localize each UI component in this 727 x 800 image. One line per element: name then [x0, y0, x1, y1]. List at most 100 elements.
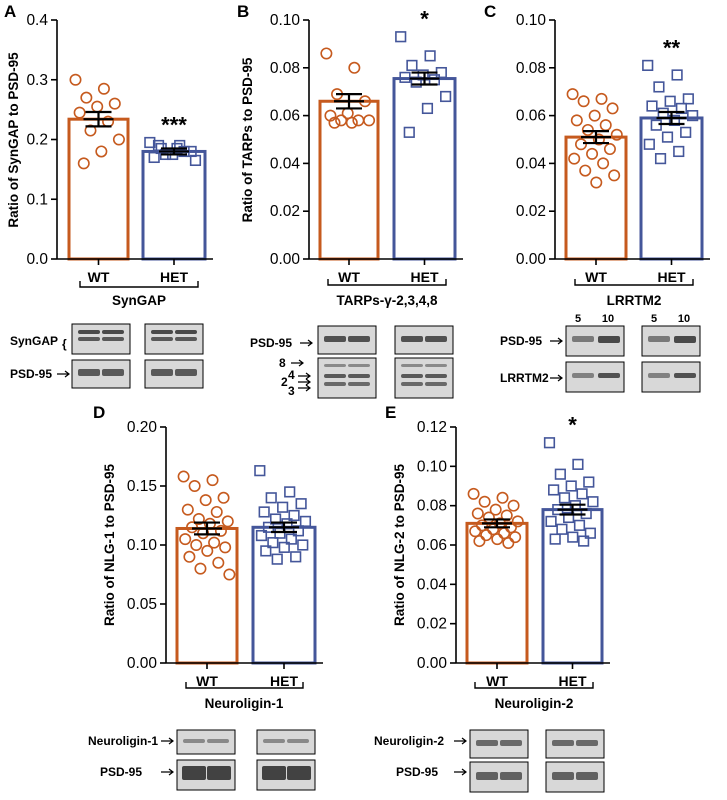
data-point-wt [95, 145, 108, 158]
data-point-wt [345, 116, 358, 129]
data-point-het [274, 527, 286, 539]
y-tick-label: 0.04 [516, 155, 547, 172]
data-point-het [554, 468, 566, 480]
blot-label: PSD-95 [500, 334, 542, 348]
data-point-wt [77, 157, 90, 170]
data-point-het [654, 153, 667, 165]
significance-marker: ** [663, 35, 681, 60]
data-point-het [687, 110, 699, 122]
data-point-het [255, 529, 268, 542]
data-point-wt [194, 562, 207, 575]
blot-label: PSD-95 [250, 336, 292, 350]
blot-band [183, 739, 205, 743]
data-point-het [572, 458, 584, 470]
data-point-wt [599, 119, 612, 132]
y-tick-label: 0.10 [270, 12, 301, 29]
data-point-het [410, 76, 422, 88]
panel-letter: E [385, 403, 396, 422]
blot-label: 8 [279, 356, 286, 370]
western-blot: Neuroligin-2 PSD-95 [374, 729, 605, 793]
blot-band [576, 740, 598, 746]
blot-band [674, 373, 696, 378]
data-point-het [543, 437, 556, 449]
data-point-het [573, 519, 586, 531]
data-point-wt [595, 92, 608, 105]
y-tick-label: 0.04 [417, 576, 448, 593]
data-point-het [435, 66, 447, 79]
lane-number: 5 [651, 313, 657, 325]
data-point-het [563, 511, 575, 524]
panel-letter: D [93, 403, 105, 422]
data-point-wt [112, 133, 125, 146]
data-point-wt [603, 143, 616, 156]
panel-e: E 0.00 0.02 0.04 0.06 0.08 0.10 0.12 Ratio of NL… [374, 403, 610, 793]
data-point-wt [320, 47, 333, 60]
blot-band [207, 766, 231, 780]
significance-marker: * [568, 413, 577, 438]
blot-band [324, 374, 346, 378]
blot-label: 3 [288, 384, 295, 398]
data-point-wt [471, 507, 484, 520]
group-label: Neuroligin-2 [495, 696, 574, 711]
blot-label: LRRTM2 [500, 371, 549, 385]
group-bracket [474, 682, 594, 689]
blot-band [674, 336, 696, 343]
y-tick-label: 0.02 [417, 616, 447, 633]
data-point-wt [575, 138, 588, 151]
blot-band [324, 364, 346, 367]
y-tick-label: 0.4 [26, 12, 48, 29]
y-tick-label: 0.08 [270, 60, 300, 77]
data-point-het [254, 465, 266, 477]
data-point-wt [577, 95, 590, 108]
data-point-wt [179, 533, 192, 546]
data-point-het [675, 102, 687, 115]
data-point-wt [568, 152, 581, 165]
data-point-wt [581, 123, 594, 136]
blot-band [78, 369, 100, 376]
significance-marker: * [420, 7, 429, 32]
data-point-wt [214, 524, 227, 537]
blot-band [648, 336, 670, 342]
data-point-het [556, 523, 568, 535]
data-point-wt [610, 128, 623, 141]
y-tick-label: 0.10 [417, 458, 448, 475]
blot-band [401, 374, 423, 378]
y-axis-label: Ratio of NLG-2 to PSD-95 [392, 464, 407, 626]
blot-band [151, 337, 173, 341]
data-point-het [395, 31, 407, 43]
group-label: Neuroligin-1 [205, 696, 284, 711]
y-axis-label: Ratio of SynGAP to PSD-95 [6, 52, 21, 228]
arrow-icon [57, 370, 70, 378]
arrow-icon [291, 359, 304, 367]
y-tick-label: 0.00 [270, 251, 301, 268]
data-point-wt [210, 505, 223, 518]
data-point-het [290, 551, 302, 563]
data-point-wt [201, 544, 214, 557]
x-category-label: HET [411, 269, 439, 285]
blot-band [648, 373, 670, 378]
group-bracket [185, 682, 304, 689]
bar-het [392, 77, 457, 261]
data-point-wt [570, 114, 583, 127]
blot-label: PSD-95 [396, 765, 438, 779]
data-point-het [152, 139, 165, 152]
arrow-icon [454, 768, 467, 776]
western-blot: SynGAP {PSD-95 [10, 323, 204, 389]
data-point-het [284, 486, 296, 498]
lane-number: 10 [678, 313, 690, 325]
data-point-wt [217, 491, 230, 504]
data-point-het [584, 527, 596, 539]
data-point-wt [328, 116, 341, 129]
blot-band [476, 740, 498, 746]
y-tick-label: 0.15 [127, 478, 157, 495]
group-bracket [79, 281, 199, 288]
data-point-wt [212, 556, 225, 569]
blot-band [348, 336, 370, 342]
panel-letter: B [237, 2, 249, 21]
blot-label: Neuroligin-1 [88, 734, 158, 748]
data-point-wt [588, 109, 601, 122]
data-point-het [646, 100, 658, 112]
blot-band [324, 336, 346, 342]
data-point-het [440, 90, 452, 103]
